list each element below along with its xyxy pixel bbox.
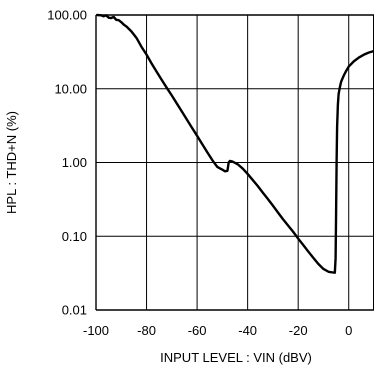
y-tick-labels: 0.01 0.10 1.00 10.00 100.00 — [47, 8, 87, 318]
y-tick-label: 0.01 — [62, 303, 87, 318]
y-tick-label: 10.00 — [54, 81, 87, 96]
x-tick-label: -100 — [83, 323, 109, 338]
x-tick-label: 0 — [345, 323, 352, 338]
data-series — [96, 13, 374, 274]
x-tick-label: -80 — [137, 323, 156, 338]
y-axis-label: HPL : THD+N (%) — [4, 111, 19, 214]
x-tick-label: -60 — [188, 323, 207, 338]
y-tick-label: 0.10 — [62, 229, 87, 244]
x-tick-label: -40 — [238, 323, 257, 338]
x-axis-label: INPUT LEVEL : VIN (dBV) — [160, 350, 312, 365]
grid-lines — [96, 15, 374, 310]
y-tick-label: 100.00 — [47, 8, 87, 23]
y-tick-label: 1.00 — [62, 155, 87, 170]
x-tick-label: -20 — [289, 323, 308, 338]
x-tick-labels: -100 -80 -60 -40 -20 0 — [83, 323, 352, 338]
series-line — [96, 13, 374, 274]
